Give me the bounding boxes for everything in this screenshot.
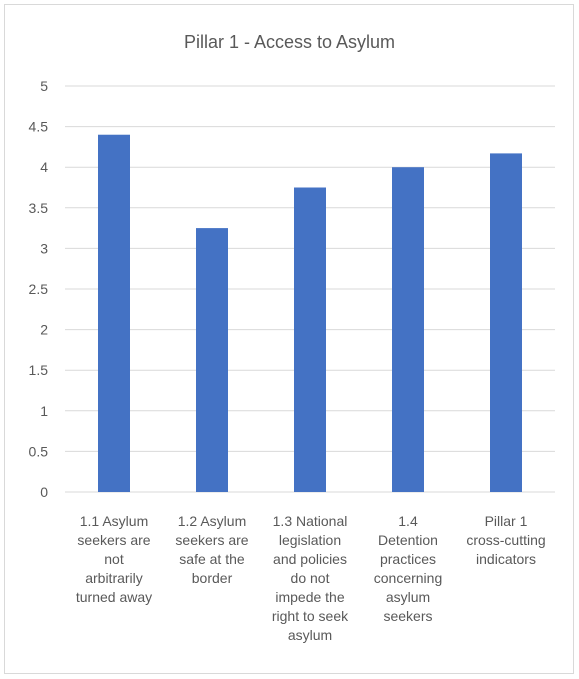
category-label: 1.4 Detention practices concerning asylum see… [374, 513, 443, 624]
bar [392, 167, 424, 492]
category-label-line: 1.3 National [273, 513, 348, 529]
category-label-line: asylum [288, 627, 332, 643]
y-axis: 0 0.5 1 1.5 2 2.5 3 3.5 4 4.5 5 [29, 78, 49, 500]
y-tick-label: 2 [40, 322, 48, 338]
chart-title: Pillar 1 - Access to Asylum [184, 32, 395, 52]
y-tick-label: 4.5 [29, 119, 49, 135]
category-label: 1.3 National legislation and policies do no… [272, 513, 349, 643]
gridlines [65, 85, 555, 493]
category-label-line: seekers are [175, 532, 248, 548]
category-label-line: 1.1 Asylum [80, 513, 148, 529]
category-label-line: concerning [374, 570, 443, 586]
category-label-line: Pillar 1 [485, 513, 528, 529]
y-tick-label: 3.5 [29, 200, 49, 216]
category-label-line: right to seek [272, 608, 349, 624]
category-label-line: safe at the [179, 551, 245, 567]
category-label: Pillar 1 cross-cutting indicators [466, 513, 545, 567]
category-label-line: arbitrarily [85, 570, 143, 586]
y-tick-label: 3 [40, 240, 48, 256]
category-label-line: border [192, 570, 233, 586]
category-label-line: asylum [386, 589, 430, 605]
bars [98, 134, 522, 492]
y-tick-label: 1 [40, 403, 48, 419]
category-label-line: 1.4 [398, 513, 418, 529]
y-tick-label: 2.5 [29, 281, 49, 297]
category-label-line: cross-cutting [466, 532, 545, 548]
x-axis: 1.1 Asylum seekers are not arbitrarily turne… [76, 513, 546, 643]
y-tick-label: 1.5 [29, 362, 49, 378]
y-tick-label: 0 [40, 484, 48, 500]
y-tick-label: 0.5 [29, 443, 49, 459]
category-label-line: do not [291, 570, 330, 586]
category-label-line: seekers are [77, 532, 150, 548]
category-label-line: 1.2 Asylum [178, 513, 246, 529]
category-label-line: and policies [273, 551, 347, 567]
bar [490, 153, 522, 492]
category-label-line: legislation [279, 532, 341, 548]
category-label-line: not [104, 551, 124, 567]
category-label-line: indicators [476, 551, 536, 567]
bar [294, 187, 326, 492]
category-label-line: Detention [378, 532, 438, 548]
category-label-line: turned away [76, 589, 152, 605]
category-label: 1.1 Asylum seekers are not arbitrarily turne… [76, 513, 152, 605]
bar [98, 134, 130, 492]
category-label-line: practices [380, 551, 436, 567]
category-label: 1.2 Asylum seekers are safe at the border [175, 513, 248, 586]
y-tick-label: 5 [40, 78, 48, 94]
bar [196, 228, 228, 492]
category-label-line: impede the [275, 589, 344, 605]
category-label-line: seekers [383, 608, 432, 624]
y-tick-label: 4 [40, 159, 48, 175]
